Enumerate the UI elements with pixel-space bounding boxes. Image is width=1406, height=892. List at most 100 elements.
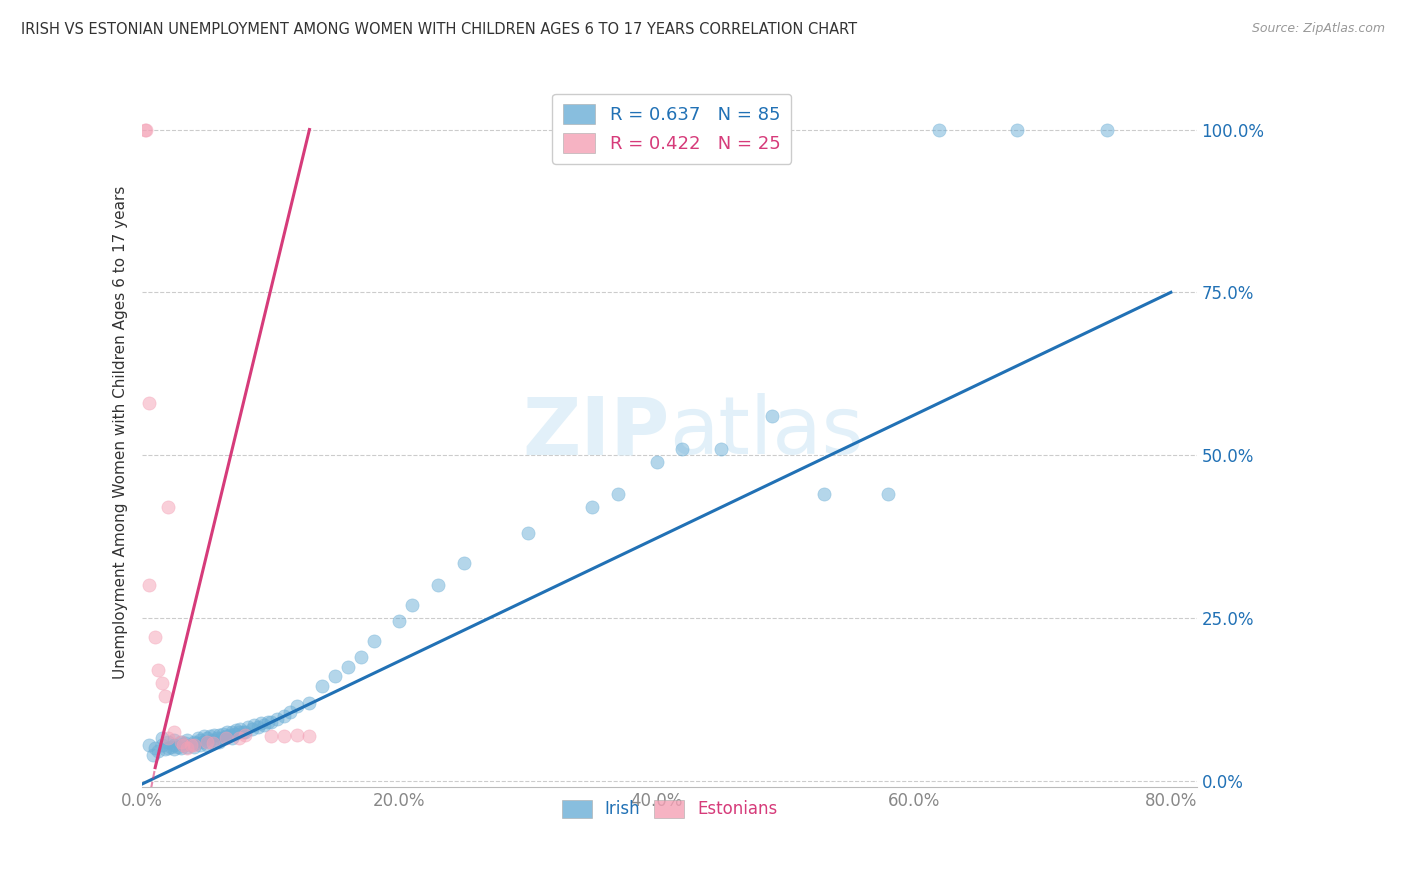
Point <box>224 727 246 741</box>
Point <box>195 731 218 746</box>
Point <box>163 738 186 752</box>
Point <box>217 724 239 739</box>
Point <box>180 738 202 752</box>
Point <box>1005 122 1028 136</box>
Point <box>311 679 333 693</box>
Point <box>157 734 180 748</box>
Point <box>260 730 283 744</box>
Point <box>260 714 283 729</box>
Point <box>363 633 385 648</box>
Point <box>163 724 186 739</box>
Point <box>195 734 218 748</box>
Y-axis label: Unemployment Among Women with Children Ages 6 to 17 years: Unemployment Among Women with Children A… <box>114 186 128 679</box>
Point <box>211 731 233 746</box>
Point <box>188 732 211 747</box>
Point <box>243 718 266 732</box>
Point <box>200 730 222 744</box>
Point <box>138 396 160 410</box>
Legend: Irish, Estonians: Irish, Estonians <box>555 793 785 825</box>
Point <box>170 734 193 748</box>
Point <box>221 731 243 746</box>
Point <box>142 747 165 762</box>
Point <box>157 731 180 746</box>
Point <box>150 738 173 752</box>
Text: atlas: atlas <box>669 393 863 471</box>
Point <box>202 733 225 747</box>
Point <box>236 720 259 734</box>
Point <box>278 706 301 720</box>
Point <box>1095 122 1118 136</box>
Point <box>273 708 295 723</box>
Point <box>645 454 668 468</box>
Point <box>170 741 193 756</box>
Point <box>581 500 603 515</box>
Point <box>671 442 693 456</box>
Point <box>198 734 221 748</box>
Point <box>143 631 166 645</box>
Point <box>212 727 235 741</box>
Point <box>157 741 180 756</box>
Point <box>761 409 783 423</box>
Point <box>247 720 270 734</box>
Point <box>221 724 243 739</box>
Point <box>183 738 205 752</box>
Point <box>273 730 295 744</box>
Point <box>155 689 177 703</box>
Point <box>240 722 263 736</box>
Point <box>253 718 276 732</box>
Point <box>350 649 373 664</box>
Point <box>208 734 231 748</box>
Point <box>163 733 186 747</box>
Point <box>813 487 835 501</box>
Point <box>173 736 195 750</box>
Point <box>517 526 540 541</box>
Point <box>337 659 360 673</box>
Point <box>150 731 173 746</box>
Point <box>228 731 250 746</box>
Point <box>172 738 194 752</box>
Point <box>202 736 225 750</box>
Point <box>215 731 238 746</box>
Point <box>176 741 198 756</box>
Point <box>159 739 181 754</box>
Point <box>323 669 346 683</box>
Text: IRISH VS ESTONIAN UNEMPLOYMENT AMONG WOMEN WITH CHILDREN AGES 6 TO 17 YEARS CORR: IRISH VS ESTONIAN UNEMPLOYMENT AMONG WOM… <box>21 22 858 37</box>
Point <box>193 730 215 744</box>
Point <box>607 487 630 501</box>
Point <box>176 739 198 754</box>
Point <box>877 487 900 501</box>
Point <box>183 739 205 754</box>
Point <box>167 739 190 754</box>
Point <box>205 731 228 746</box>
Point <box>138 578 160 592</box>
Point <box>298 730 321 744</box>
Point <box>138 738 160 752</box>
Point <box>134 122 156 136</box>
Point <box>187 731 209 746</box>
Point <box>218 728 240 742</box>
Point <box>176 733 198 747</box>
Point <box>427 578 450 592</box>
Point <box>453 556 475 570</box>
Point <box>157 500 180 515</box>
Point <box>928 122 950 136</box>
Point <box>228 724 250 739</box>
Point <box>150 676 173 690</box>
Point <box>249 716 271 731</box>
Point <box>163 742 186 756</box>
Point <box>186 736 208 750</box>
Point <box>170 734 193 748</box>
Point <box>215 730 238 744</box>
Point <box>266 712 288 726</box>
Point <box>229 722 252 736</box>
Point <box>710 442 733 456</box>
Point <box>172 738 194 752</box>
Point <box>233 724 256 739</box>
Point <box>135 122 157 136</box>
Point <box>401 598 423 612</box>
Point <box>208 728 231 742</box>
Point <box>195 738 218 752</box>
Point <box>202 728 225 742</box>
Point <box>257 714 280 729</box>
Point <box>183 734 205 748</box>
